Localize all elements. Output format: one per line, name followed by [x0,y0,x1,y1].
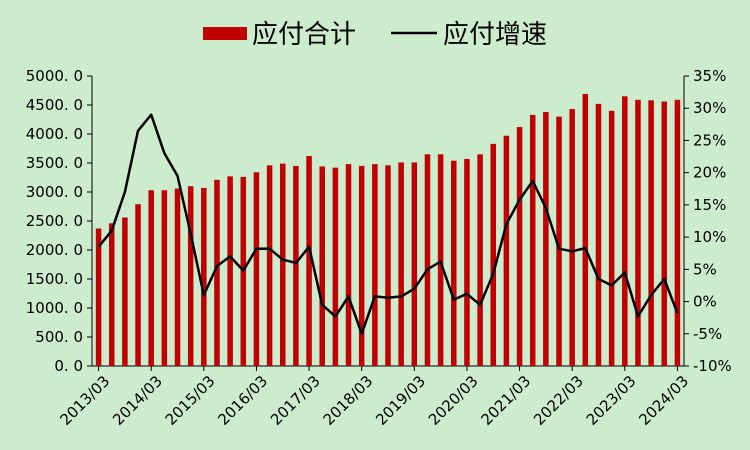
bar-series [95,93,681,367]
bar [674,99,681,366]
bar [569,109,575,366]
bar [411,162,418,366]
bar [398,162,404,366]
line-series [97,113,679,336]
bar [451,160,457,366]
bar [187,186,194,366]
growth-line [97,113,679,336]
y-right-tick-label: 30% [693,99,726,117]
bar [201,187,207,366]
bar [595,103,602,366]
bar [437,154,444,366]
bar [529,114,536,366]
legend: 应付合计 应付增速 [203,20,547,50]
bar [319,166,325,366]
bar [358,165,365,366]
bar [266,165,273,366]
bar [385,165,391,366]
bar [477,154,483,366]
bar [332,167,339,366]
y-right-tick-label: 10% [693,228,726,246]
bar [464,158,470,366]
bar [279,163,286,366]
legend-label-line: 应付增速 [443,20,547,50]
legend-swatch-bar [203,27,247,40]
bar [424,154,431,366]
bar [372,164,378,366]
y-right-tick-label: -10% [693,357,732,375]
y-left-tick-label: 500. 0 [35,328,83,346]
bar [214,179,220,366]
bar [661,101,668,367]
legend-label-bar: 应付合计 [252,20,356,50]
bar [622,96,628,367]
bar [608,110,615,366]
y-left-tick-label: 3500. 0 [26,154,83,172]
bar [108,223,115,366]
y-right-tick-label: 0% [693,293,717,311]
y-right-tick-label: 15% [693,196,726,214]
y-left-tick-label: 2500. 0 [26,212,83,230]
y-right-tick-label: 35% [693,67,726,85]
y-right-tick-label: 5% [693,260,717,278]
y-left-tick-label: 1000. 0 [26,299,83,317]
y-right-tick-label: -5% [693,325,722,343]
bar [306,156,312,366]
y-left-tick-label: 4500. 0 [26,96,83,114]
y-left-tick-label: 1500. 0 [26,270,83,288]
bar [582,93,589,366]
bar [490,143,497,366]
bar [227,176,233,366]
y-right-tick-label: 25% [693,131,726,149]
bar [293,165,299,366]
bar [345,164,352,366]
y-left-tick-label: 4000. 0 [26,125,83,143]
bar [648,100,654,367]
bar [174,188,181,366]
bar [122,217,128,366]
bar [503,135,510,366]
y-left-tick-label: 0. 0 [54,357,83,375]
bar [516,127,523,366]
y-left-tick-label: 2000. 0 [26,241,83,259]
bar [148,190,154,366]
y-left-tick-label: 5000. 0 [26,67,83,85]
bar [543,111,549,367]
bar [253,172,260,366]
bar [556,116,562,366]
bar [635,99,641,366]
y-left-tick-label: 3000. 0 [26,183,83,201]
bar [135,204,141,366]
bar [161,190,168,366]
bar [95,228,102,366]
y-right-tick-label: 20% [693,164,726,182]
